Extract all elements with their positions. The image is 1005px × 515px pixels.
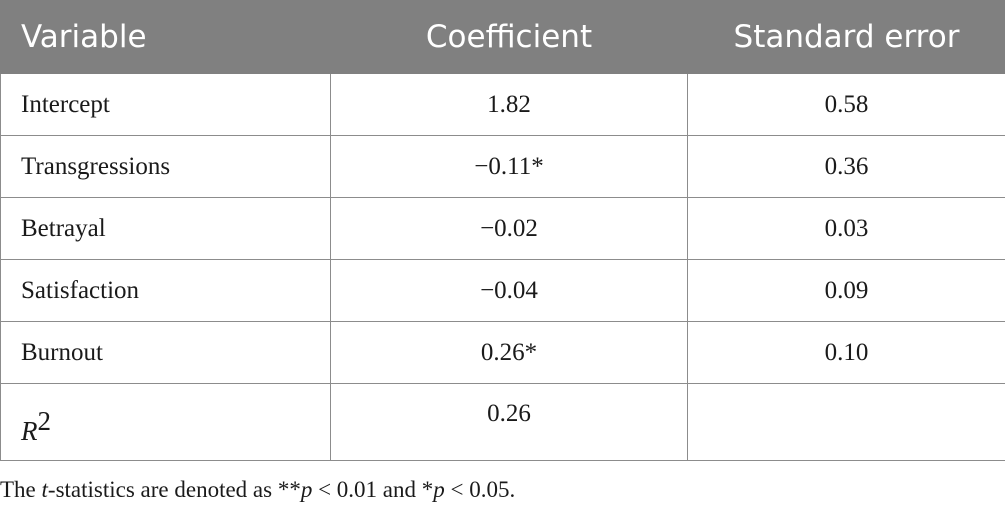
r-squared-standard-error-cell <box>687 383 1005 461</box>
coefficient-cell: −0.04 <box>330 259 688 322</box>
variable-cell: Transgressions <box>0 135 331 198</box>
coefficient-cell: −0.11* <box>330 135 688 198</box>
note-middle-2: < 0.01 and * <box>312 477 434 502</box>
coefficient-cell: 1.82 <box>330 73 688 136</box>
note-prefix: The <box>0 477 42 502</box>
table-row: Burnout 0.26* 0.10 <box>0 321 1005 384</box>
table-row: Transgressions −0.11* 0.36 <box>0 135 1005 198</box>
r-squared-label: R2 <box>21 406 51 446</box>
regression-table-container: Variable Coefficient Standard error Inte… <box>0 0 1005 461</box>
standard-error-cell: 0.36 <box>687 135 1005 198</box>
table-footnote: The t-statistics are denoted as **p < 0.… <box>0 477 515 503</box>
note-p-symbol-2: p <box>433 477 445 502</box>
note-p-symbol-1: p <box>300 477 313 502</box>
variable-cell: Intercept <box>0 73 331 136</box>
header-row: Variable Coefficient Standard error <box>0 0 1005 74</box>
r-squared-coefficient-cell: 0.26 <box>330 383 688 461</box>
regression-table: Variable Coefficient Standard error Inte… <box>0 0 1005 461</box>
r-squared-exponent: 2 <box>37 406 52 436</box>
r-squared-row: R2 0.26 <box>0 383 1005 461</box>
header-variable: Variable <box>0 0 331 74</box>
variable-cell: Burnout <box>0 321 331 384</box>
standard-error-cell: 0.10 <box>687 321 1005 384</box>
table-row: Betrayal −0.02 0.03 <box>0 197 1005 260</box>
standard-error-cell: 0.03 <box>687 197 1005 260</box>
coefficient-cell: 0.26* <box>330 321 688 384</box>
variable-cell: Satisfaction <box>0 259 331 322</box>
note-t-symbol: t <box>41 477 48 502</box>
standard-error-cell: 0.58 <box>687 73 1005 136</box>
header-coefficient: Coefficient <box>330 0 688 74</box>
coefficient-cell: −0.02 <box>330 197 688 260</box>
standard-error-cell: 0.09 <box>687 259 1005 322</box>
r-squared-label-cell: R2 <box>0 383 331 461</box>
table-row: Satisfaction −0.04 0.09 <box>0 259 1005 322</box>
table-row: Intercept 1.82 0.58 <box>0 73 1005 136</box>
variable-cell: Betrayal <box>0 197 331 260</box>
header-standard-error: Standard error <box>687 0 1005 74</box>
r-squared-base: R <box>21 416 38 446</box>
note-middle-1: -statistics are denoted as ** <box>47 477 301 502</box>
note-suffix: < 0.05. <box>444 477 516 502</box>
